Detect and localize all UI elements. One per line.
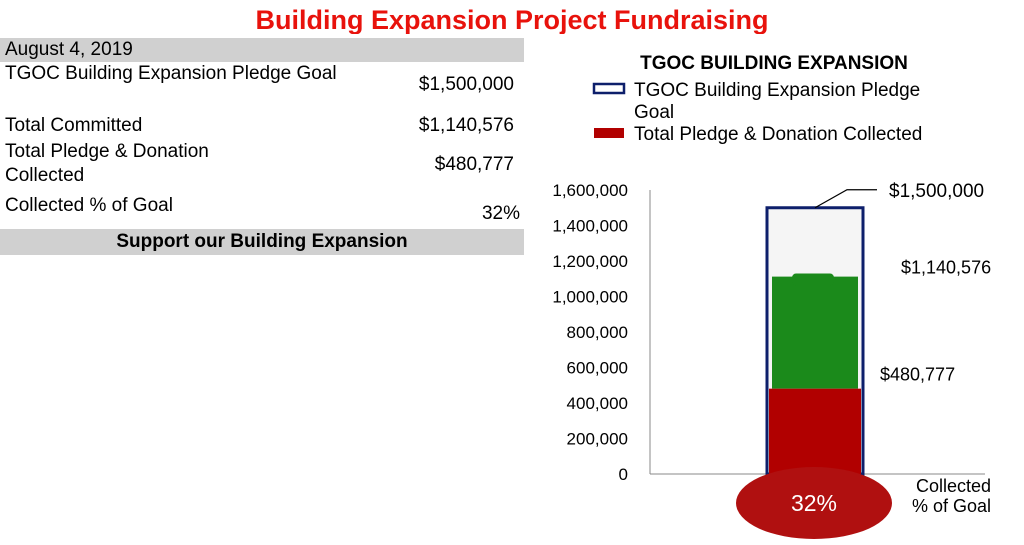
committed-bar-cap [792,273,834,286]
committed-label: Total Committed [5,115,143,136]
legend-label-goal-line1: TGOC Building Expansion Pledge [634,80,920,101]
legend-label-collected: Total Pledge & Donation Collected [634,124,922,145]
legend-label-goal-line2: Goal [634,102,674,123]
legend-swatch-goal [592,82,626,95]
y-tick-label: 1,400,000 [552,217,628,236]
y-tick-label: 0 [619,465,628,484]
y-tick-label: 800,000 [567,323,628,342]
goal-leader-line [814,189,877,209]
collected-value: $480,777 [434,154,514,175]
thermometer-chart: TGOC BUILDING EXPANSION TGOC Building Ex… [530,40,1020,545]
x-category-label-line1: Collected [916,476,991,496]
date-label: August 4, 2019 [5,39,133,60]
percent-badge [736,467,892,539]
support-banner: Support our Building Expansion [0,229,524,255]
collected-row: Total Pledge & Donation Collected $480,7… [0,140,524,190]
y-tick-label: 200,000 [567,430,628,449]
percent-badge-text: 32% [791,490,837,516]
date-row: August 4, 2019 [0,38,524,62]
pledge-goal-value: $1,500,000 [418,74,514,95]
x-category-label-line2: % of Goal [912,496,991,516]
y-axis-ticks: 0 200,000 400,000 600,000 800,000 1,000,000 1,… [552,181,628,484]
y-tick-label: 1,600,000 [552,181,628,200]
collected-label: Total Pledge & Donation Collected [5,141,209,186]
legend-swatch-collected [594,128,624,138]
y-tick-label: 400,000 [567,394,628,413]
committed-value: $1,140,576 [418,115,514,136]
collected-bar [769,388,861,474]
percent-label: Collected % of Goal [5,195,173,216]
pledge-goal-label: TGOC Building Expansion Pledge Goal [5,63,337,84]
committed-annotation: $1,140,576 [901,258,991,278]
y-tick-label: 600,000 [567,359,628,378]
pledge-goal-row: TGOC Building Expansion Pledge Goal $1,5… [0,62,524,112]
percent-row: Collected % of Goal 32% [0,192,524,226]
percent-value: 32% [481,203,520,224]
collected-annotation: $480,777 [880,365,955,385]
y-tick-label: 1,000,000 [552,288,628,307]
page-title: Building Expansion Project Fundraising [255,5,769,34]
committed-bar [772,276,858,389]
committed-row: Total Committed $1,140,576 [0,114,524,138]
chart-title: TGOC BUILDING EXPANSION [640,53,908,74]
chart-svg: TGOC BUILDING EXPANSION TGOC Building Ex… [552,53,991,539]
y-tick-label: 1,200,000 [552,252,628,271]
support-text: Support our Building Expansion [116,231,408,252]
goal-annotation: $1,500,000 [889,181,984,202]
